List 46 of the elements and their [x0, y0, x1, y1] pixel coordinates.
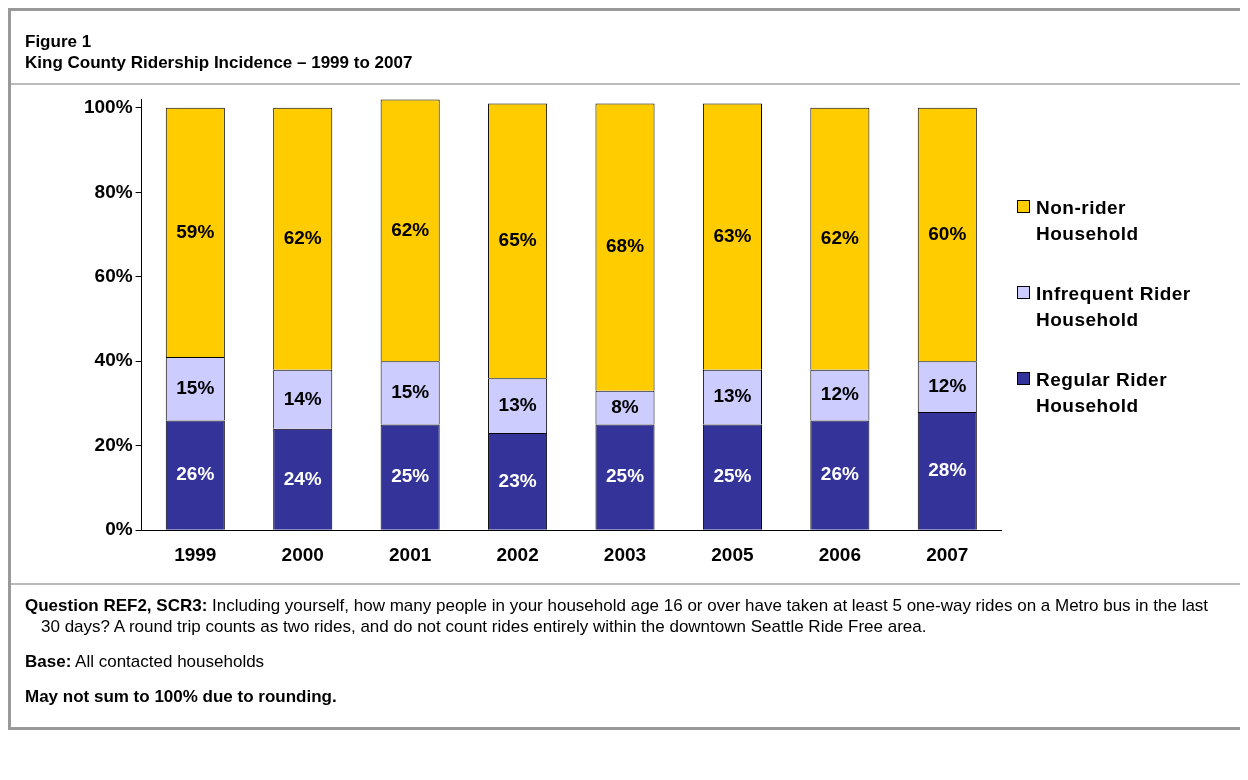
- x-tick-label: 1999: [174, 543, 217, 565]
- x-tick-label: 2003: [603, 543, 647, 565]
- y-tick-label: 40%: [94, 349, 133, 371]
- data-label: 13%: [498, 393, 537, 415]
- data-label: 26%: [820, 463, 859, 485]
- data-label: 25%: [713, 465, 752, 487]
- data-label: 62%: [283, 227, 322, 249]
- legend-label: Infrequent Rider Household: [1036, 282, 1192, 332]
- data-label: 14%: [283, 387, 322, 409]
- y-tick-label: 20%: [94, 433, 133, 455]
- data-label: 63%: [713, 224, 752, 246]
- y-tick-label: 100%: [83, 96, 133, 118]
- x-tick-label: 2007: [926, 543, 969, 565]
- data-label: 12%: [820, 383, 859, 405]
- chart-subtitle: King County Ridership Incidence – 1999 to 2007: [25, 52, 414, 73]
- data-label: 8%: [611, 395, 639, 417]
- data-label: 24%: [283, 467, 322, 489]
- data-label: 60%: [928, 222, 967, 244]
- data-label: 13%: [713, 385, 752, 407]
- x-tick-label: 2006: [818, 543, 861, 565]
- data-label: 62%: [391, 218, 430, 240]
- data-label: 12%: [928, 374, 967, 396]
- text: May not sum to 100% due to rounding.: [25, 686, 338, 707]
- data-label: 65%: [498, 229, 537, 251]
- data-label: 59%: [176, 220, 215, 242]
- data-label: 25%: [605, 465, 645, 487]
- legend-label: Non-rider Household: [1036, 196, 1140, 246]
- chart-title: Figure 1: [25, 31, 93, 52]
- data-label: 62%: [820, 227, 859, 249]
- legend-label: Regular Rider Household: [1036, 368, 1169, 418]
- data-label: 15%: [391, 381, 430, 403]
- data-label: 26%: [176, 463, 215, 485]
- x-tick-label: 2002: [496, 543, 539, 565]
- x-tick-label: 2001: [389, 543, 432, 565]
- data-label: 28%: [928, 459, 967, 481]
- data-label: 15%: [176, 376, 215, 398]
- y-tick-label: 80%: [94, 180, 133, 202]
- data-label: 23%: [498, 469, 537, 491]
- text: Question REF2, SCR3: Including yourself, how many people in your household age 16 or over have taken at least 5 one-way rides on a Metro bus in the last 30 days? A round trip counts as two rides, and do not count rides entirely within the downtown Seattle Ride Free area.: [25, 595, 1210, 637]
- text: Base: All contacted households: [25, 651, 266, 672]
- data-label: 68%: [605, 235, 645, 257]
- x-tick-label: 2005: [711, 543, 754, 565]
- data-label: 25%: [391, 465, 430, 487]
- y-tick-label: 0%: [105, 518, 133, 540]
- x-tick-label: 2000: [281, 543, 324, 565]
- y-tick-label: 60%: [94, 265, 133, 287]
